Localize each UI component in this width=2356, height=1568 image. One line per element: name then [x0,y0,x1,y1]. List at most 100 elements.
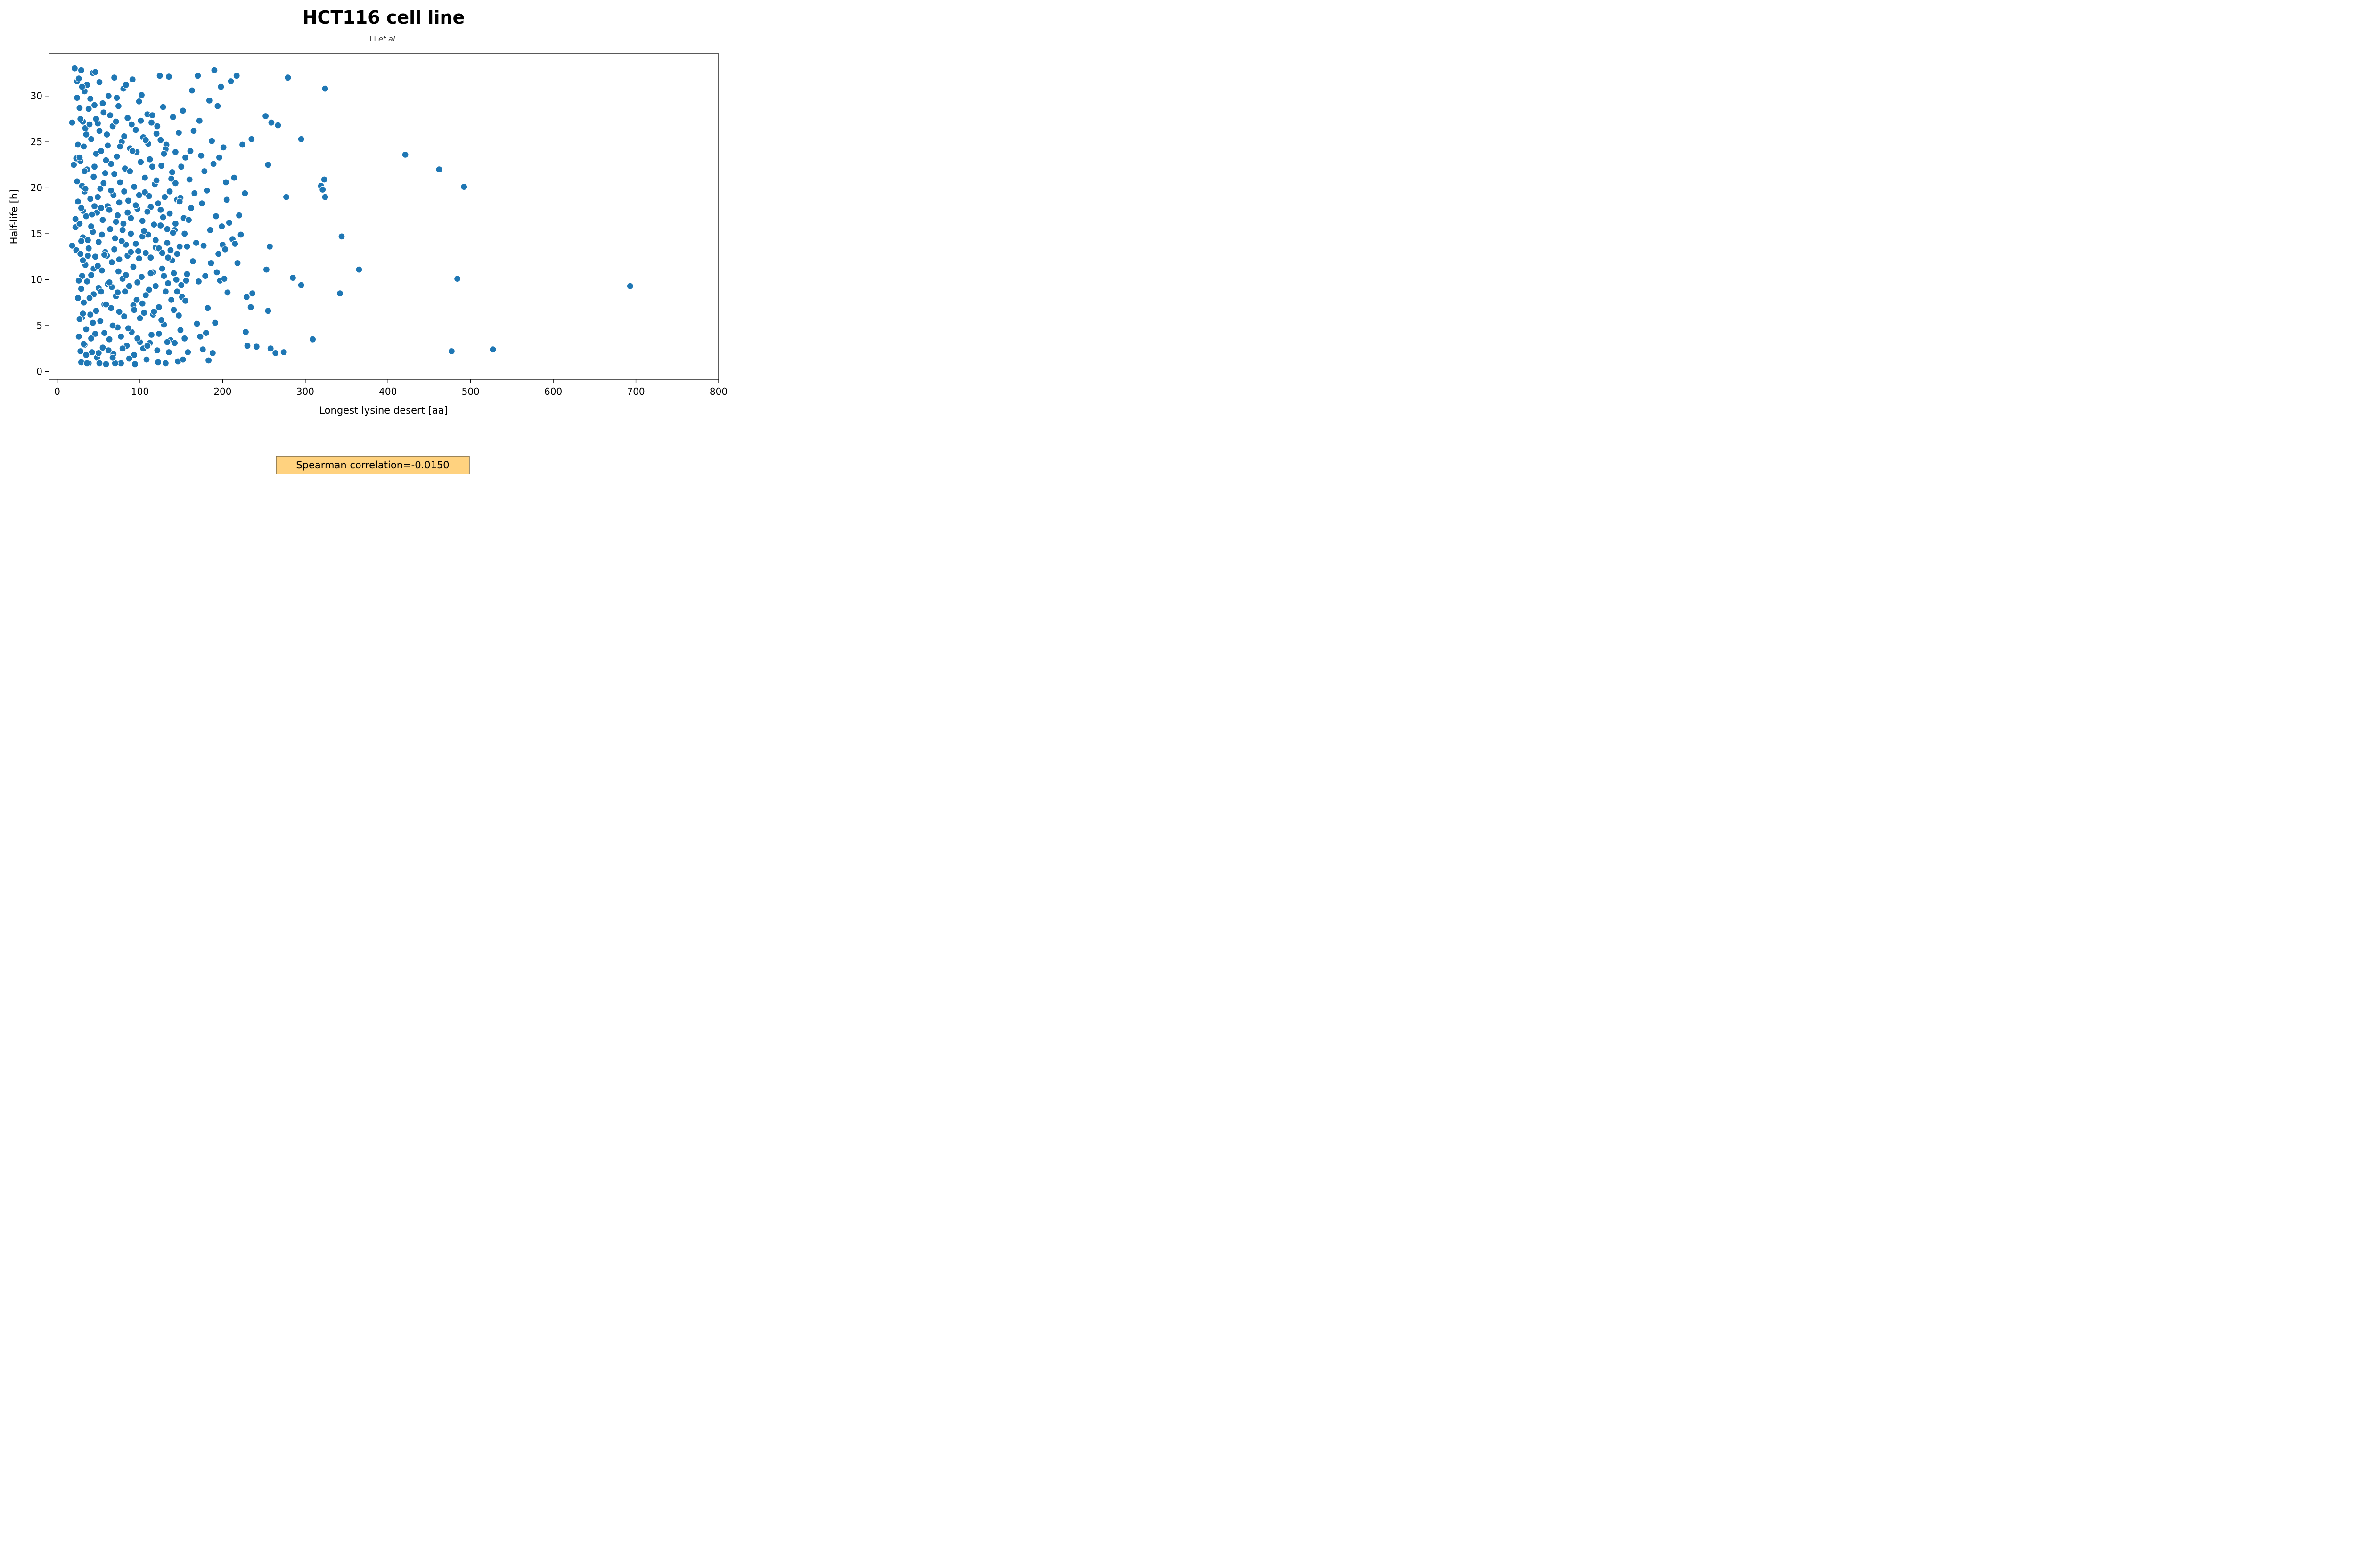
scatter-point [185,216,193,224]
scatter-point [147,331,155,339]
scatter-point [158,162,165,170]
scatter-point [164,239,171,247]
scatter-point [193,320,201,327]
scatter-point [195,278,203,286]
scatter-point [194,72,202,80]
scatter-point [280,348,287,356]
scatter-point [177,327,184,334]
scatter-point [116,179,124,186]
scatter-point [106,225,114,233]
scatter-point [215,250,222,258]
scatter-point [129,76,136,83]
scatter-point [79,310,87,318]
scatter-point [162,288,169,295]
scatter-point [158,265,166,272]
scatter-point [244,342,251,350]
x-tick-label: 500 [462,386,480,397]
scatter-point [264,161,272,169]
x-tick-label: 300 [296,386,314,397]
scatter-point [100,180,107,187]
scatter-point [355,266,363,273]
scatter-point [170,306,178,314]
spearman-annotation: Spearman correlation=-0.0150 [296,459,449,471]
scatter-point [266,243,274,250]
scatter-point [74,94,81,102]
scatter-point [172,148,179,156]
scatter-point [233,72,240,80]
scatter-point [253,343,260,351]
scatter-point [82,131,90,139]
scatter-point [183,270,191,278]
scatter-point [114,212,122,219]
scatter-point [183,243,191,250]
scatter-point [237,231,245,238]
x-tick-label: 0 [54,386,60,397]
scatter-point [115,308,123,316]
scatter-point [238,141,246,148]
scatter-point [107,304,115,312]
scatter-point [135,98,143,105]
chart-subtitle: Li et al. [370,34,398,43]
scatter-point [91,330,99,338]
scatter-point [82,351,90,359]
scatter-point [131,360,139,368]
scatter-point [96,78,103,86]
scatter-point [106,278,113,286]
scatter-point [162,359,169,367]
scatter-point [197,152,205,159]
scatter-point [221,245,229,253]
scatter-point [134,335,141,342]
scatter-point [112,218,120,226]
scatter-point [150,308,158,316]
x-tick-label: 800 [710,386,728,397]
scatter-point [179,107,187,114]
y-axis-label: Half-life [h] [8,189,20,245]
scatter-point [88,211,96,218]
scatter-point [128,121,135,128]
scatter-point [143,356,150,363]
scatter-point [215,154,223,161]
scatter-point [138,91,146,99]
scatter-point [178,281,185,289]
scatter-point [140,227,148,235]
x-axis-ticks: 0 100 200 300 400 500 600 700 800 [54,379,728,397]
scatter-point [234,259,241,267]
scatter-point [144,342,151,350]
scatter-point [100,109,107,116]
scatter-point [164,225,171,233]
scatter-chart: HCT116 cell line Li et al. 0 100 200 300 400… [0,0,739,480]
scatter-point [164,279,172,287]
scatter-point [98,267,106,274]
scatter-point [77,66,85,74]
scatter-point [95,238,102,246]
scatter-point [209,349,216,357]
scatter-point [224,289,231,296]
scatter-point [173,288,181,295]
scatter-point [203,187,211,194]
annotation-background [276,456,470,474]
scatter-point [107,160,115,168]
scatter-point [169,113,177,121]
scatter-point [155,359,162,366]
scatter-point [146,155,154,163]
scatter-point [212,319,219,327]
scatter-point [76,104,83,112]
scatter-point [121,188,128,195]
scatter-point [100,329,108,337]
scatter-point [119,345,126,352]
scatter-point [97,317,104,325]
scatter-point [120,220,127,228]
scatter-point [77,250,84,258]
scatter-point [227,77,235,85]
scatter-point [158,249,166,257]
scatter-point [87,335,95,342]
scatter-point [94,193,102,201]
scatter-point [453,275,461,283]
scatter-point [172,220,179,228]
scatter-point [188,87,196,94]
scatter-point [137,117,145,124]
scatter-point [435,166,443,173]
scatter-point [223,196,230,204]
scatter-point [173,250,181,258]
scatter-point [235,212,243,219]
